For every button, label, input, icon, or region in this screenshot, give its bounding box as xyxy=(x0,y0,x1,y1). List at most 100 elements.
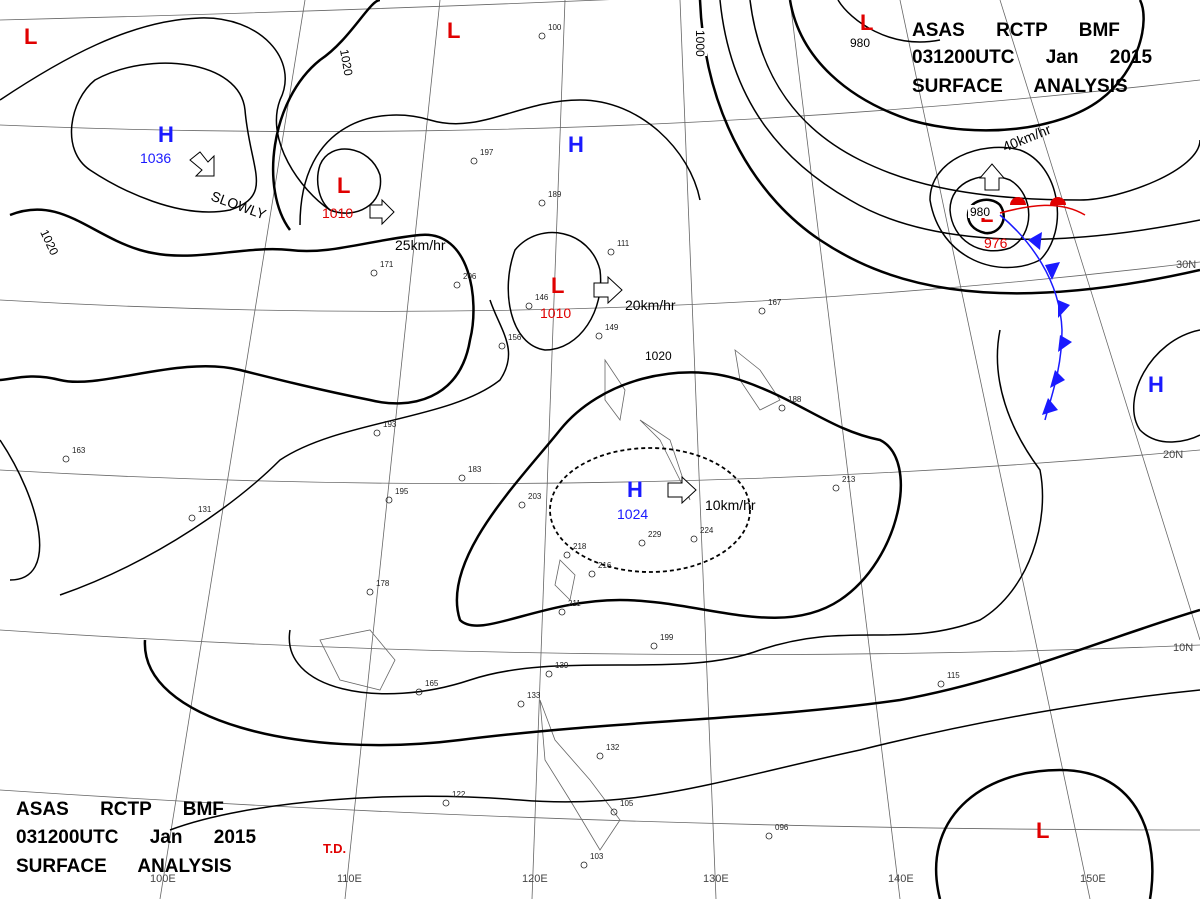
system-pressure: 1010 xyxy=(540,305,571,321)
longitude-label: 100E xyxy=(150,873,176,885)
station-pressure: 111 xyxy=(617,239,630,248)
graticule xyxy=(159,0,306,899)
isobar-label-bg xyxy=(968,205,996,218)
movement-arrow xyxy=(978,163,1006,191)
isobar xyxy=(455,371,902,627)
station-marker xyxy=(937,680,945,688)
station-marker xyxy=(442,799,450,807)
isobar xyxy=(749,0,1200,201)
isobar xyxy=(934,768,1154,899)
system-pressure: 1024 xyxy=(617,506,648,522)
station-marker xyxy=(595,332,603,340)
system-pressure: 1010 xyxy=(322,205,353,221)
station-pressure: 146 xyxy=(535,293,549,302)
station-pressure: 197 xyxy=(480,148,494,157)
coastline xyxy=(554,559,576,601)
movement-label: 25km/hr xyxy=(395,237,446,253)
coastline xyxy=(604,358,626,421)
station-marker xyxy=(545,670,553,678)
system-symbol: L xyxy=(447,18,460,43)
movement-label: 10km/hr xyxy=(705,497,756,513)
station-marker xyxy=(517,700,525,708)
isobar xyxy=(698,0,1200,295)
station-marker xyxy=(458,474,466,482)
front xyxy=(1050,197,1066,205)
fronts xyxy=(999,197,1086,421)
front xyxy=(999,214,1063,421)
movement-arrow xyxy=(369,198,395,226)
system-symbol: L xyxy=(551,273,564,298)
graticule xyxy=(0,629,1200,656)
movement-arrows xyxy=(189,151,1006,505)
system-symbol: L xyxy=(860,10,873,35)
station-marker xyxy=(607,248,615,256)
coastlines xyxy=(319,349,781,851)
station-marker xyxy=(778,404,786,412)
station-pressure: 165 xyxy=(425,679,439,688)
movement-arrow xyxy=(189,151,215,177)
station-marker xyxy=(385,496,393,504)
station-pressure: 171 xyxy=(380,260,394,269)
graticule xyxy=(0,0,610,21)
isobar-label: 980 xyxy=(850,36,870,50)
graticule xyxy=(999,0,1200,641)
front xyxy=(1028,232,1042,250)
isobar xyxy=(0,17,331,211)
graticule xyxy=(0,79,1200,132)
station-marker xyxy=(690,535,698,543)
station-marker xyxy=(563,551,571,559)
station-marker xyxy=(366,588,374,596)
header-line2: 031200UTC Jan 2015 xyxy=(16,827,256,848)
station-marker xyxy=(518,501,526,509)
station-marker xyxy=(525,302,533,310)
isobar-label: 1020 xyxy=(645,349,672,363)
station-marker xyxy=(638,539,646,547)
isobar-label-bg xyxy=(694,28,707,56)
header-line3: SURFACE ANALYSIS xyxy=(16,856,232,877)
station-marker xyxy=(588,570,596,578)
station-pressure: 149 xyxy=(605,323,619,332)
station-marker xyxy=(558,608,566,616)
isobar xyxy=(719,0,1200,241)
station-marker xyxy=(580,861,588,869)
station-pressure: 213 xyxy=(842,475,856,484)
isobar xyxy=(271,0,381,231)
station-marker xyxy=(498,342,506,350)
header-line2: 031200UTC Jan 2015 xyxy=(912,47,1152,68)
station-pressure: 218 xyxy=(573,542,587,551)
station-marker xyxy=(765,832,773,840)
isobar xyxy=(288,329,1044,695)
movement-label: 20km/hr xyxy=(625,297,676,313)
isobar-label: 1000 xyxy=(693,30,707,57)
system-symbol: H xyxy=(1148,372,1164,397)
header-line3: SURFACE ANALYSIS xyxy=(912,76,1128,97)
station-marker xyxy=(188,514,196,522)
system-symbol: L xyxy=(24,24,37,49)
station-marker xyxy=(415,688,423,696)
isobar xyxy=(949,175,1030,252)
station-marker xyxy=(470,157,478,165)
isobar xyxy=(966,198,1005,235)
station-pressure: 193 xyxy=(383,420,397,429)
coastline xyxy=(539,699,621,851)
longitude-label: 150E xyxy=(1080,873,1106,885)
isobar xyxy=(507,231,602,351)
system-symbol: L xyxy=(1036,818,1049,843)
graticule xyxy=(679,0,717,899)
station-marker xyxy=(596,752,604,760)
station-pressure: 105 xyxy=(620,799,634,808)
longitude-label: 110E xyxy=(337,873,362,885)
isobar-label-bg xyxy=(643,349,671,362)
station-marker xyxy=(373,429,381,437)
td-label: T.D. xyxy=(323,841,346,856)
latitude-label: 10N xyxy=(1173,642,1193,654)
front xyxy=(1058,335,1072,352)
isobar xyxy=(169,689,1200,831)
station-pressure: 178 xyxy=(376,579,390,588)
graticule xyxy=(899,0,1091,899)
station-pressure: 195 xyxy=(395,487,409,496)
isobar xyxy=(837,0,941,43)
station-pressure: 122 xyxy=(452,790,466,799)
